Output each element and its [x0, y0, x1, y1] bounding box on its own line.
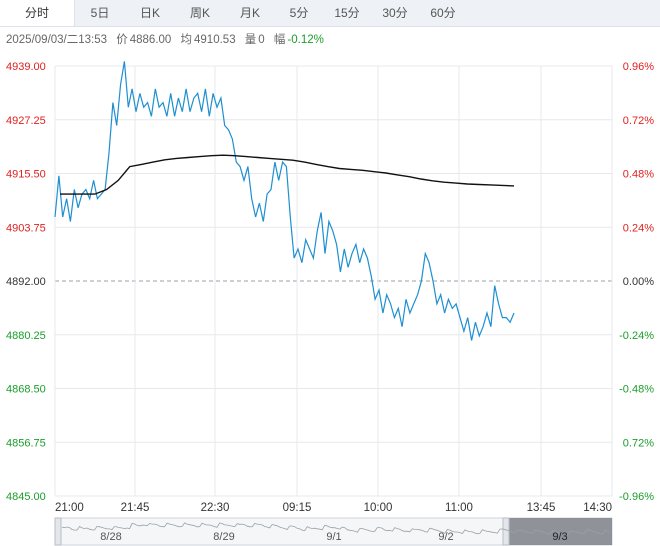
- pct-tick-label: 0.48%: [623, 169, 654, 181]
- mini-date-label: 8/29: [213, 531, 234, 543]
- quote-datetime: 2025/09/03/二13:53: [6, 34, 108, 46]
- pct-tick-label: 0.72%: [623, 437, 654, 449]
- tab-15min[interactable]: 15分: [334, 6, 360, 20]
- pct-tick-label: 0.96%: [623, 61, 654, 73]
- pct-tick-label: -0.96%: [619, 491, 654, 503]
- y-tick-label: 4892.00: [6, 276, 46, 288]
- mini-navigator-trace: [61, 522, 611, 536]
- y-tick-label: 4915.50: [6, 169, 46, 181]
- price-line: [54, 61, 515, 341]
- mini-navigator-selection[interactable]: [509, 518, 612, 545]
- mini-date-label: 9/3: [552, 531, 567, 543]
- volume-label: 量: [244, 34, 257, 46]
- tab-monthly-k[interactable]: 月K: [239, 6, 260, 20]
- x-tick-label: 14:30: [583, 502, 612, 514]
- volume-value: 0: [258, 34, 265, 46]
- price-label: 价: [116, 34, 128, 46]
- mini-date-label: 9/2: [438, 531, 453, 543]
- pct-tick-label: -0.24%: [619, 330, 654, 342]
- y-tick-label: 4868.50: [6, 384, 46, 396]
- tab-60min[interactable]: 60分: [430, 6, 456, 20]
- price-value: 4886.00: [129, 34, 172, 46]
- tab-daily-k[interactable]: 日K: [139, 6, 160, 20]
- x-tick-label: 21:00: [55, 502, 84, 514]
- y-tick-label: 4845.00: [6, 491, 46, 503]
- x-tick-label: 13:45: [527, 502, 556, 514]
- pct-tick-label: 0.00%: [623, 276, 654, 288]
- pct-tick-label: -0.48%: [619, 384, 654, 396]
- avg-label: 均: [180, 34, 193, 46]
- mini-navigator-left-handle[interactable]: [54, 517, 62, 546]
- x-tick-label: 22:30: [201, 502, 230, 514]
- x-tick-label: 10:00: [364, 502, 393, 514]
- y-tick-label: 4927.25: [6, 115, 46, 127]
- pct-tick-label: 0.24%: [623, 222, 654, 234]
- avg-value: 4910.53: [194, 34, 236, 46]
- y-tick-label: 4939.00: [6, 61, 46, 73]
- change-label: 幅: [273, 34, 286, 46]
- average-line: [60, 154, 515, 195]
- period-tabs: 分时 5日 日K 周K 月K 5分 15分 30分 60分: [0, 0, 660, 27]
- pct-tick-label: 0.72%: [623, 115, 654, 127]
- mini-navigator-right-handle[interactable]: [502, 517, 510, 546]
- change-value: -0.12%: [287, 34, 324, 46]
- x-tick-label: 09:15: [283, 502, 312, 514]
- y-tick-label: 4880.25: [6, 330, 46, 342]
- tab-5day[interactable]: 5日: [90, 6, 110, 20]
- tab-weekly-k[interactable]: 周K: [189, 6, 210, 20]
- y-tick-label: 4856.75: [6, 437, 46, 449]
- mini-date-label: 8/28: [100, 531, 121, 543]
- mini-date-label: 9/1: [326, 531, 341, 543]
- x-tick-label: 21:45: [121, 502, 150, 514]
- tab-intraday[interactable]: 分时: [0, 0, 75, 26]
- x-tick-label: 11:00: [445, 502, 473, 514]
- y-tick-label: 4903.75: [6, 222, 46, 234]
- tab-5min[interactable]: 5分: [289, 6, 309, 20]
- tab-30min[interactable]: 30分: [382, 6, 408, 20]
